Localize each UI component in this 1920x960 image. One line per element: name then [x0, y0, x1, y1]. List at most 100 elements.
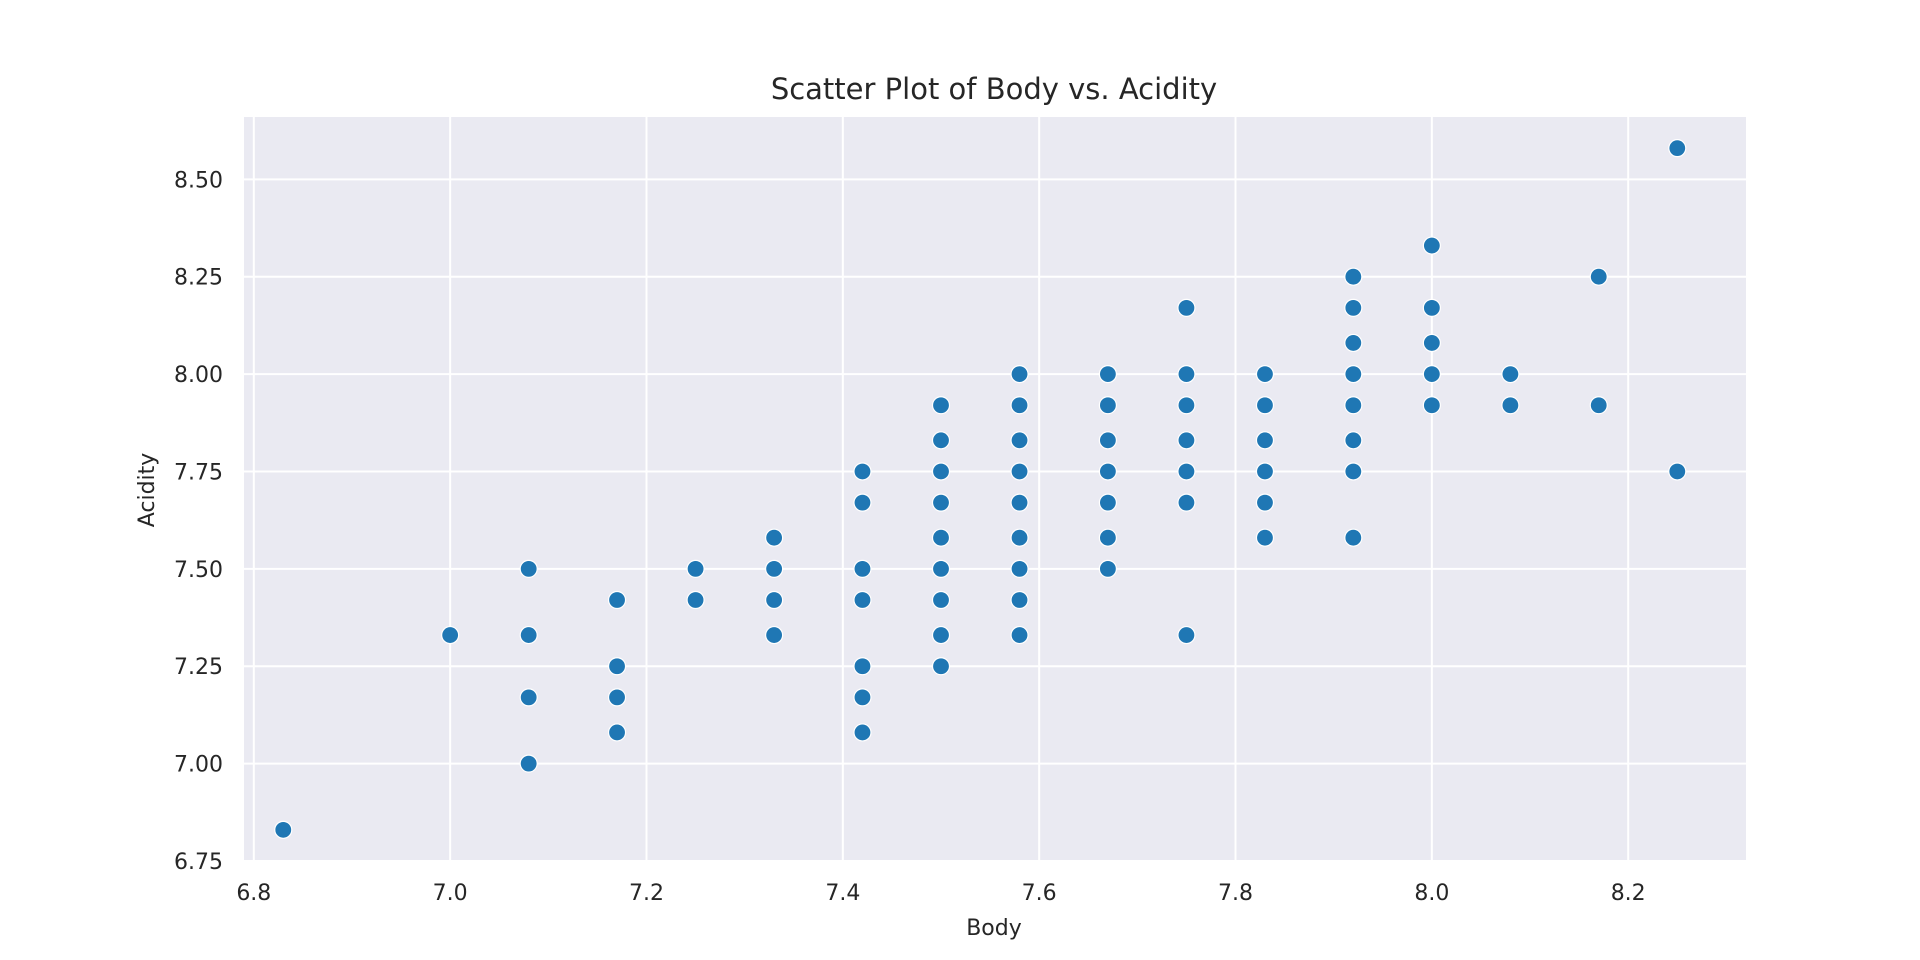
data-point: [1344, 396, 1363, 415]
data-point: [1010, 528, 1029, 547]
data-point: [931, 657, 951, 676]
data-point: [1098, 559, 1117, 578]
data-point: [853, 688, 872, 707]
data-point: [853, 723, 872, 742]
data-point: [1501, 364, 1520, 384]
data-point: [519, 625, 538, 645]
data-point: [686, 590, 705, 610]
data-point: [1098, 462, 1117, 481]
x-axis-ticks: 6.8 7.0 7.2 7.4 7.6 7.8 8.0 8.2: [236, 881, 1645, 906]
data-point: [1098, 431, 1117, 450]
data-point: [1177, 462, 1196, 481]
data-point: [931, 559, 951, 578]
data-point: [1589, 267, 1608, 286]
data-point: [1177, 493, 1196, 512]
y-tick-label: 8.25: [174, 266, 223, 291]
data-point: [519, 688, 538, 707]
data-point: [1422, 364, 1441, 384]
data-point: [1422, 333, 1441, 353]
y-axis-label: Acidity: [135, 453, 160, 528]
data-point: [1010, 559, 1029, 578]
chart-title: Scatter Plot of Body vs. Acidity: [771, 72, 1217, 106]
data-point: [1010, 590, 1029, 610]
data-point: [1344, 528, 1363, 547]
data-point: [1501, 396, 1520, 415]
data-point: [1098, 528, 1117, 547]
data-point: [1422, 298, 1441, 317]
data-point: [519, 559, 538, 578]
data-points: [274, 139, 1687, 839]
data-point: [931, 493, 951, 512]
data-point: [1344, 267, 1363, 286]
y-tick-label: 7.00: [174, 753, 223, 778]
data-point: [1010, 493, 1029, 512]
data-point: [1010, 462, 1029, 481]
data-point: [607, 688, 627, 707]
data-point: [519, 754, 538, 773]
x-tick-label: 8.0: [1414, 881, 1449, 906]
data-point: [931, 431, 951, 450]
data-point: [931, 590, 951, 610]
data-point: [1098, 364, 1117, 384]
y-tick-label: 7.25: [174, 655, 223, 680]
data-point: [274, 820, 293, 839]
data-point: [607, 590, 627, 610]
data-point: [853, 657, 872, 676]
y-tick-label: 7.75: [174, 460, 223, 485]
data-point: [1255, 462, 1275, 481]
y-tick-label: 6.75: [174, 850, 223, 875]
data-point: [1177, 364, 1196, 384]
data-point: [931, 462, 951, 481]
data-point: [1422, 396, 1441, 415]
data-point: [931, 528, 951, 547]
data-point: [1422, 236, 1441, 255]
x-axis-label: Body: [966, 916, 1022, 941]
y-axis-ticks: 6.75 7.00 7.25 7.50 7.75 8.00 8.25 8.50: [174, 168, 223, 875]
data-point: [1177, 298, 1196, 317]
data-point: [607, 723, 627, 742]
data-point: [1010, 364, 1029, 384]
data-point: [853, 462, 872, 481]
data-point: [765, 625, 784, 645]
x-tick-label: 7.2: [629, 881, 664, 906]
data-point: [1177, 396, 1196, 415]
data-point: [1010, 431, 1029, 450]
data-point: [1098, 396, 1117, 415]
data-point: [441, 625, 460, 645]
data-point: [1098, 493, 1117, 512]
x-tick-label: 7.4: [825, 881, 860, 906]
data-point: [1010, 396, 1029, 415]
data-point: [1255, 493, 1275, 512]
y-tick-label: 8.50: [174, 168, 223, 193]
data-point: [607, 657, 627, 676]
x-tick-label: 6.8: [236, 881, 271, 906]
data-point: [1344, 364, 1363, 384]
x-tick-label: 8.2: [1611, 881, 1646, 906]
data-point: [1177, 625, 1196, 645]
data-point: [1255, 364, 1275, 384]
data-point: [1344, 431, 1363, 450]
data-point: [1668, 462, 1687, 481]
data-point: [931, 625, 951, 645]
gridlines: [244, 117, 1746, 862]
data-point: [765, 559, 784, 578]
data-point: [853, 559, 872, 578]
data-point: [1344, 298, 1363, 317]
data-point: [1255, 431, 1275, 450]
data-point: [1010, 625, 1029, 645]
data-point: [765, 590, 784, 610]
x-tick-label: 7.8: [1218, 881, 1253, 906]
data-point: [686, 559, 705, 578]
y-tick-label: 8.00: [174, 363, 223, 388]
data-point: [853, 493, 872, 512]
data-point: [1344, 462, 1363, 481]
y-tick-label: 7.50: [174, 558, 223, 583]
data-point: [1255, 396, 1275, 415]
data-point: [853, 590, 872, 610]
data-point: [1589, 396, 1608, 415]
data-point: [1255, 528, 1275, 547]
data-point: [1344, 333, 1363, 353]
plot-area: [244, 117, 1746, 861]
x-tick-label: 7.6: [1022, 881, 1057, 906]
